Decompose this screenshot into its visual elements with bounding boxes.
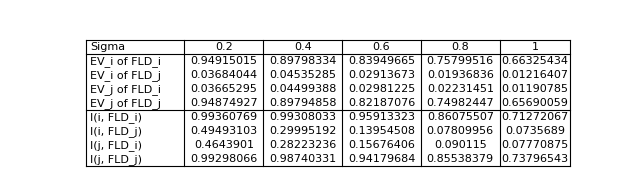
Text: 0.83949665: 0.83949665	[348, 56, 415, 66]
Text: 0.94179684: 0.94179684	[348, 154, 415, 164]
Text: 0.73796543: 0.73796543	[501, 154, 568, 164]
Text: 0.03665295: 0.03665295	[191, 84, 257, 94]
Text: 0.99298066: 0.99298066	[190, 154, 257, 164]
Text: I(i, FLD_j): I(i, FLD_j)	[90, 126, 142, 137]
Text: 0.02981225: 0.02981225	[348, 84, 415, 94]
Text: 0.15676406: 0.15676406	[348, 140, 415, 150]
Text: 0.75799516: 0.75799516	[427, 56, 494, 66]
Text: 0.07809956: 0.07809956	[427, 126, 494, 136]
Text: 0.29995192: 0.29995192	[269, 126, 337, 136]
Text: 0.8: 0.8	[451, 42, 469, 52]
Text: 0.49493103: 0.49493103	[190, 126, 257, 136]
Text: EV_i of FLD_j: EV_i of FLD_j	[90, 70, 161, 81]
Text: 0.01216407: 0.01216407	[501, 70, 568, 80]
Text: 0.03684044: 0.03684044	[190, 70, 257, 80]
Text: 0.4643901: 0.4643901	[194, 140, 254, 150]
Text: 0.66325434: 0.66325434	[501, 56, 568, 66]
Text: EV_i of FLD_i: EV_i of FLD_i	[90, 56, 161, 67]
Text: 0.99308033: 0.99308033	[269, 112, 336, 122]
Text: EV_j of FLD_j: EV_j of FLD_j	[90, 98, 161, 109]
Text: 0.07770875: 0.07770875	[501, 140, 568, 150]
Text: 0.94915015: 0.94915015	[190, 56, 257, 66]
Text: 0.090115: 0.090115	[434, 140, 486, 150]
Text: 0.01936836: 0.01936836	[427, 70, 493, 80]
Text: 0.98740331: 0.98740331	[269, 154, 336, 164]
Text: 0.02231451: 0.02231451	[427, 84, 494, 94]
Text: 0.0735689: 0.0735689	[505, 126, 565, 136]
Text: 0.04535285: 0.04535285	[269, 70, 336, 80]
Text: 0.99360769: 0.99360769	[190, 112, 257, 122]
Text: 0.02913673: 0.02913673	[348, 70, 415, 80]
Text: 0.13954508: 0.13954508	[348, 126, 415, 136]
Text: 0.89798334: 0.89798334	[269, 56, 337, 66]
Text: 0.82187076: 0.82187076	[348, 98, 415, 108]
Text: Sigma: Sigma	[90, 42, 125, 52]
Text: 0.85538379: 0.85538379	[427, 154, 494, 164]
Text: 0.4: 0.4	[294, 42, 312, 52]
Text: 0.04499388: 0.04499388	[269, 84, 337, 94]
Text: 0.94874927: 0.94874927	[190, 98, 258, 108]
Text: 0.2: 0.2	[215, 42, 233, 52]
Text: I(j, FLD_j): I(j, FLD_j)	[90, 154, 142, 165]
Text: 0.71272067: 0.71272067	[501, 112, 568, 122]
Text: 0.89794858: 0.89794858	[269, 98, 337, 108]
Text: 0.01190785: 0.01190785	[501, 84, 568, 94]
Text: EV_j of FLD_i: EV_j of FLD_i	[90, 84, 161, 95]
Text: I(i, FLD_i): I(i, FLD_i)	[90, 112, 142, 123]
Text: 0.74982447: 0.74982447	[426, 98, 494, 108]
Text: 0.86075507: 0.86075507	[427, 112, 494, 122]
Text: 0.28223236: 0.28223236	[269, 140, 336, 150]
Text: 0.65690059: 0.65690059	[501, 98, 568, 108]
Text: 1: 1	[531, 42, 538, 52]
Text: 0.6: 0.6	[372, 42, 390, 52]
Text: 0.95913323: 0.95913323	[348, 112, 415, 122]
Text: I(j, FLD_i): I(j, FLD_i)	[90, 140, 142, 151]
